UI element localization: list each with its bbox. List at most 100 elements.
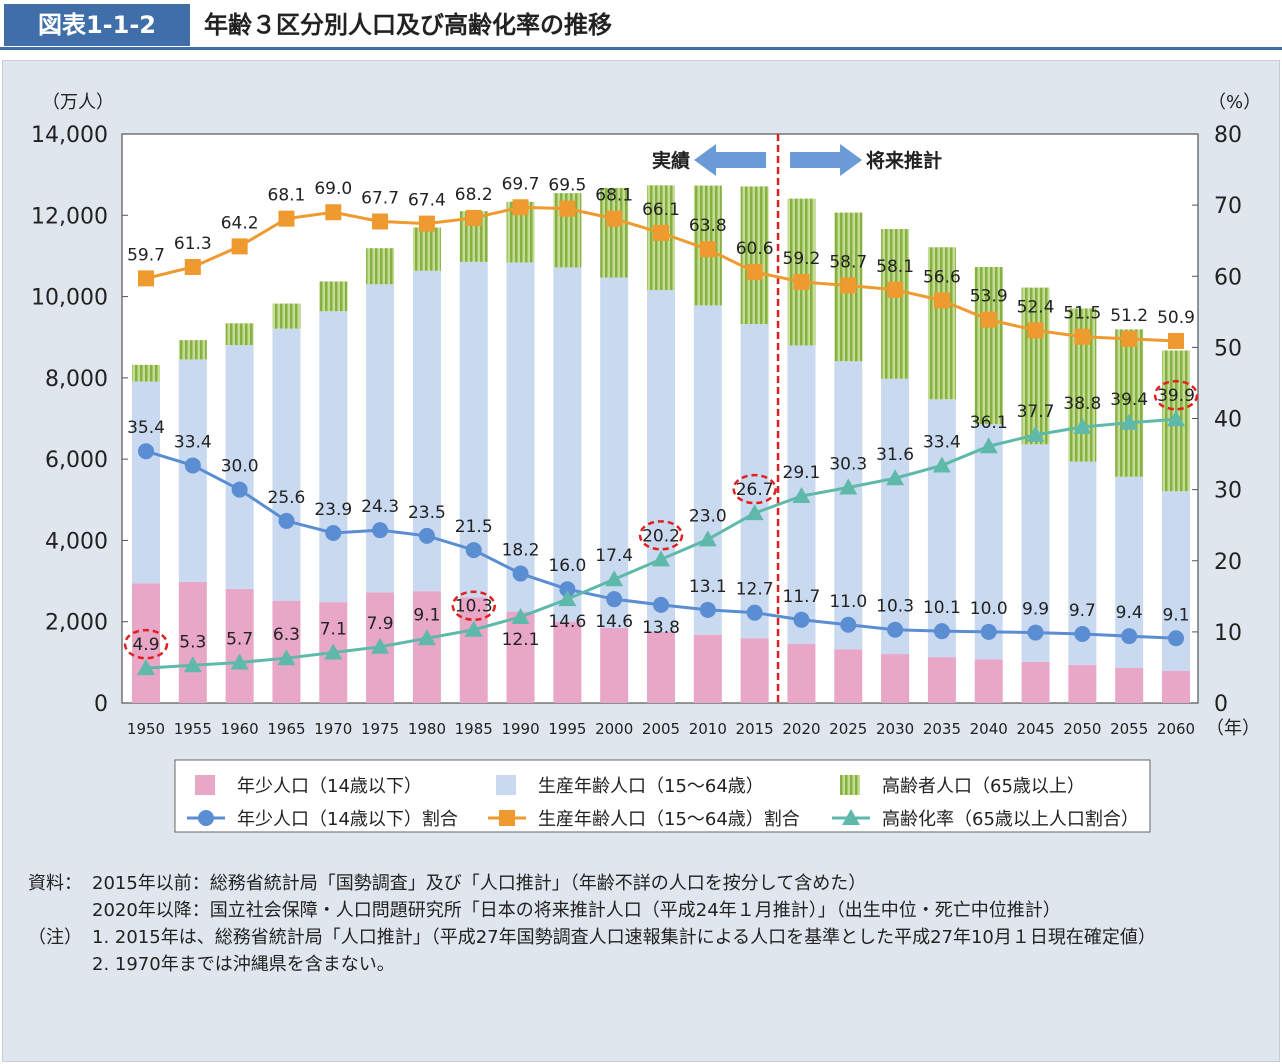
youth-ratio-label: 35.4	[127, 418, 165, 438]
bar-working	[600, 277, 629, 628]
aging-rate-label: 12.1	[502, 630, 540, 650]
x-tick: 1985	[455, 720, 493, 738]
youth-ratio-label: 33.4	[174, 432, 212, 452]
legend-marker	[499, 810, 515, 826]
y-left-tick: 2,000	[45, 611, 108, 636]
y-left-tick: 14,000	[31, 123, 108, 148]
source-2: 2020年以降：国立社会保障・人口問題研究所「日本の将来推計人口（平成24年１月…	[92, 900, 1061, 921]
legend-label: 生産年齢人口（15～64歳）	[538, 776, 764, 797]
youth-ratio-marker	[418, 527, 435, 544]
bar-elderly	[1021, 287, 1050, 445]
youth-ratio-label: 12.7	[736, 580, 774, 600]
highlight-circle	[1153, 379, 1199, 411]
working-ratio-marker	[793, 273, 810, 290]
aging-rate-label: 29.1	[783, 463, 821, 483]
aging-rate-marker	[230, 653, 249, 670]
aging-rate-label: 33.4	[923, 432, 961, 452]
bar-working	[553, 267, 582, 622]
figure-header: 図表1-1-2 年齢３区分別人口及び高齢化率の推移	[0, 0, 1282, 50]
youth-ratio-marker	[653, 596, 669, 613]
bar-elderly	[272, 303, 301, 329]
bar-youth	[412, 591, 441, 703]
x-tick: 2015	[736, 720, 774, 738]
youth-ratio-marker	[1168, 630, 1184, 647]
aging-rate-label: 26.7	[736, 480, 774, 500]
working-ratio-label: 51.5	[1063, 304, 1101, 324]
working-ratio-label: 51.2	[1110, 306, 1148, 326]
aging-rate-marker	[1120, 413, 1139, 430]
bar-working	[881, 378, 910, 655]
aging-rate-label: 5.7	[226, 629, 253, 649]
working-ratio-marker	[184, 259, 201, 276]
legend-marker	[842, 809, 860, 825]
legend-label: 高齢化率（65歳以上人口割合）	[882, 809, 1139, 830]
youth-ratio-marker	[512, 565, 529, 582]
y-right-tick: 80	[1214, 123, 1242, 148]
x-tick: 2060	[1157, 720, 1195, 738]
working-ratio-marker	[1121, 330, 1138, 347]
aging-rate-marker	[979, 437, 998, 454]
aging-rate-label: 36.1	[970, 413, 1008, 433]
youth-ratio-label: 23.9	[314, 500, 352, 520]
working-ratio-marker	[418, 215, 435, 232]
working-ratio-marker	[512, 199, 529, 216]
aging-rate-marker	[1073, 418, 1092, 435]
y-left-tick: 6,000	[45, 448, 108, 473]
youth-ratio-label: 30.0	[221, 457, 259, 477]
youth-ratio-marker	[606, 591, 623, 608]
bar-working	[974, 424, 1003, 660]
y-right-label: （%）	[1208, 92, 1261, 113]
working-ratio-label: 58.1	[876, 257, 914, 277]
aging-rate-label: 10.3	[455, 597, 493, 617]
legend-label: 生産年齢人口（15～64歳）割合	[538, 809, 800, 830]
youth-ratio-label: 9.7	[1069, 601, 1096, 621]
y-left-tick: 4,000	[45, 529, 108, 554]
bar-youth	[1068, 664, 1097, 703]
y-right-tick: 40	[1214, 408, 1242, 433]
x-tick: 1975	[361, 720, 399, 738]
x-tick: 1990	[501, 720, 539, 738]
working-ratio-marker	[1027, 322, 1044, 339]
youth-ratio-marker	[699, 601, 716, 618]
aging-rate-marker	[417, 629, 436, 646]
aging-rate-marker	[886, 469, 905, 486]
arrow-right-icon	[790, 144, 863, 176]
working-ratio-label: 60.6	[736, 239, 774, 259]
y-right-tick: 20	[1214, 550, 1242, 575]
working-ratio-label: 59.7	[127, 245, 165, 265]
working-ratio-marker	[1168, 332, 1184, 349]
highlight-circle	[732, 473, 777, 505]
working-ratio-label: 58.7	[829, 252, 867, 272]
legend-swatch	[496, 775, 516, 795]
x-tick: 2055	[1110, 720, 1148, 738]
bar-elderly	[600, 187, 629, 278]
bar-youth	[178, 581, 207, 703]
working-ratio-label: 69.7	[502, 174, 540, 194]
youth-ratio-marker	[933, 623, 950, 640]
y-right-tick: 70	[1214, 194, 1242, 219]
bar-working	[693, 305, 722, 635]
bar-elderly	[178, 340, 207, 360]
bar-youth	[927, 657, 956, 703]
bar-elderly	[927, 247, 956, 400]
x-tick: 2020	[782, 720, 820, 738]
y-right-tick: 0	[1214, 692, 1228, 717]
aging-rate-label: 7.9	[367, 614, 394, 634]
aging-rate-marker	[371, 637, 390, 654]
working-ratio-label: 68.2	[455, 185, 493, 205]
aging-rate-marker	[605, 570, 624, 587]
source-label: 資料：	[28, 873, 82, 894]
working-ratio-label: 56.6	[923, 267, 961, 287]
notes: 資料： 2015年以前：総務省統計局「国勢調査」及び「人口推計」（年齢不詳の人口を…	[28, 870, 1242, 978]
y-left-tick: 0	[94, 692, 108, 717]
youth-ratio-marker	[980, 623, 997, 640]
bar-youth	[881, 654, 910, 703]
working-ratio-marker	[606, 210, 623, 227]
aging-rate-marker	[277, 649, 296, 666]
figure-title: 年齢３区分別人口及び高齢化率の推移	[204, 11, 612, 39]
youth-ratio-marker	[887, 621, 904, 638]
bar-elderly	[366, 248, 395, 285]
youth-ratio-marker	[1027, 624, 1044, 641]
working-ratio-label: 53.9	[970, 287, 1008, 307]
x-tick: 1950	[127, 720, 165, 738]
